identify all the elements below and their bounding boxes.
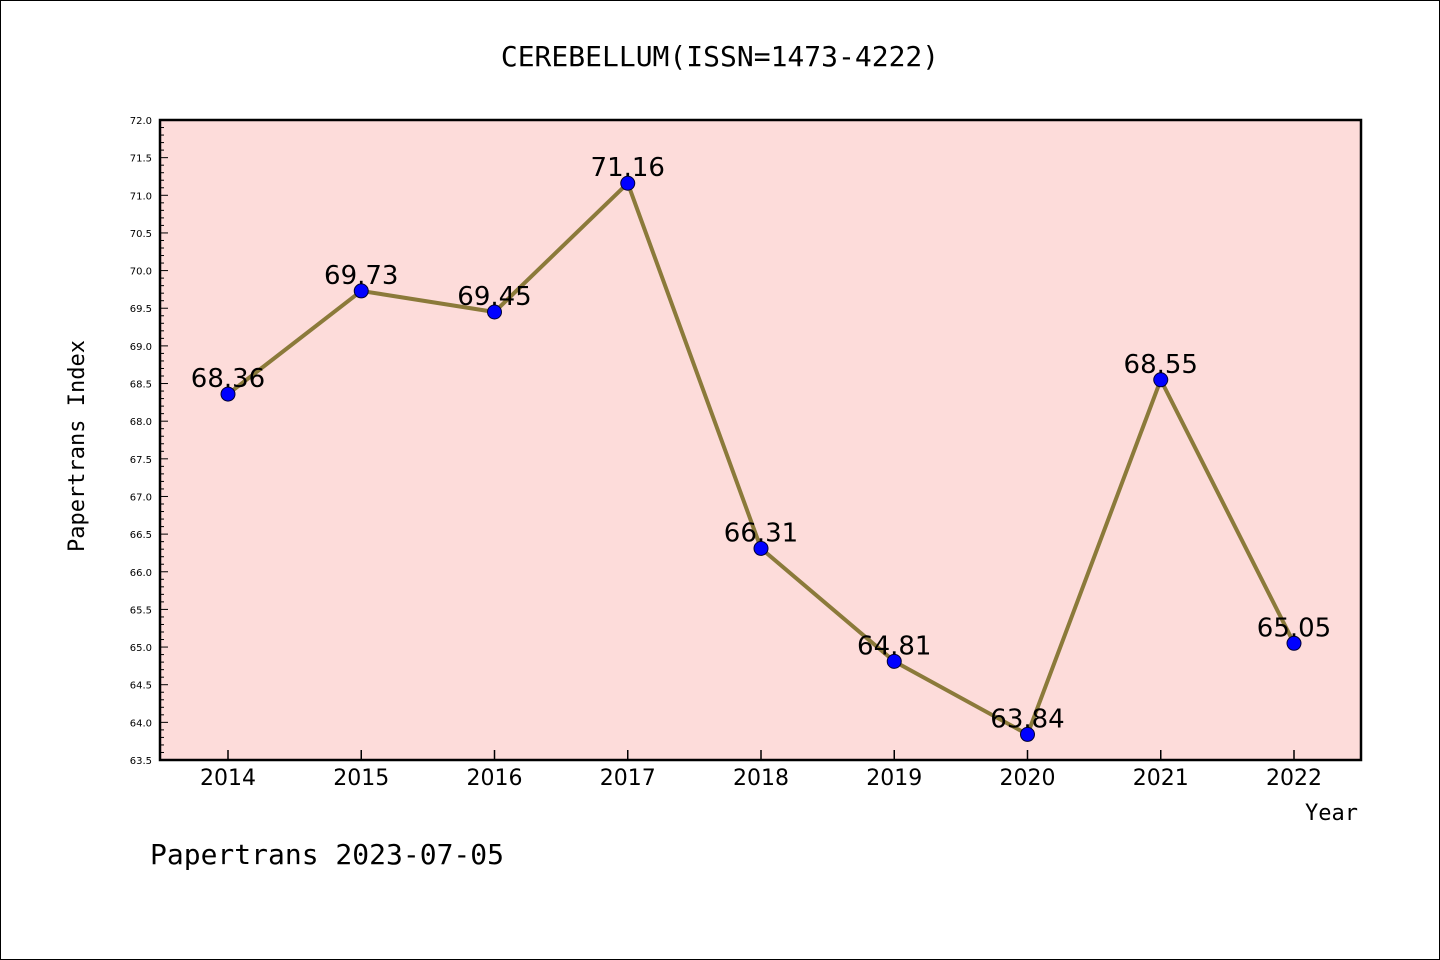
data-label: 69.45 — [457, 282, 531, 312]
data-point — [620, 175, 636, 191]
y-axis-label: Papertrans Index — [65, 340, 90, 552]
x-tick-label: 2019 — [866, 766, 922, 791]
y-tick-label: 72.0 — [130, 116, 152, 127]
y-tick-label: 64.0 — [130, 718, 152, 729]
y-tick-label: 66.0 — [130, 568, 152, 579]
y-tick-label: 68.0 — [130, 417, 152, 428]
chart-title: CEREBELLUM(ISSN=1473-4222) — [501, 40, 939, 73]
y-tick-label: 65.0 — [130, 643, 152, 654]
plot-border — [158, 118, 1363, 762]
data-point — [487, 304, 502, 320]
y-tick-label: 63.5 — [130, 756, 152, 767]
data-point — [1153, 372, 1169, 388]
data-label: 65.05 — [1257, 613, 1331, 643]
y-tick-label: 69.5 — [130, 304, 152, 315]
x-axis: 2014 2015 2016 2017 2018 2019 2020 2021 2022 — [200, 750, 1322, 791]
data-point — [220, 386, 236, 402]
data-label: 66.31 — [724, 518, 798, 548]
y-tick-label: 69.0 — [130, 342, 152, 353]
data-point — [753, 540, 769, 556]
x-tick-label: 2018 — [733, 766, 789, 791]
y-axis: 63.5 64.0 64.5 65.0 65.5 66.0 66.5 67.0 67.5 68.0… — [130, 116, 168, 767]
data-labels: 68.36 69.73 69.45 71.16 66.31 64.81 63.84 68.55… — [191, 153, 1331, 734]
y-tick-label: 70.5 — [130, 229, 152, 240]
y-tick-label: 70.0 — [130, 267, 152, 278]
data-label: 64.81 — [857, 631, 931, 661]
y-tick-label: 64.5 — [130, 681, 152, 692]
data-label: 68.55 — [1124, 350, 1198, 380]
x-axis-label: Year — [1305, 801, 1358, 826]
x-tick-label: 2020 — [1000, 766, 1056, 791]
y-tick-label: 71.0 — [130, 191, 152, 202]
y-tick-label: 67.5 — [130, 455, 152, 466]
data-label: 63.84 — [990, 704, 1064, 734]
data-markers — [220, 175, 1302, 742]
x-tick-label: 2022 — [1266, 766, 1322, 791]
data-label: 69.73 — [324, 261, 398, 291]
x-tick-label: 2017 — [600, 766, 656, 791]
data-point — [1020, 726, 1035, 742]
x-tick-label: 2016 — [467, 766, 523, 791]
data-label: 71.16 — [591, 153, 665, 183]
data-point — [1286, 635, 1302, 651]
y-tick-label: 71.5 — [130, 154, 152, 165]
x-tick-label: 2015 — [333, 766, 389, 791]
data-label: 68.36 — [191, 364, 265, 394]
x-tick-label: 2021 — [1133, 766, 1189, 791]
x-tick-label: 2014 — [200, 766, 256, 791]
y-tick-label: 66.5 — [130, 530, 152, 541]
y-tick-label: 67.0 — [130, 492, 152, 503]
y-tick-label: 68.5 — [130, 380, 152, 391]
footer-watermark: Papertrans 2023-07-05 — [150, 838, 504, 871]
data-point — [353, 283, 369, 299]
plot-area — [160, 120, 1361, 760]
data-point — [886, 653, 902, 669]
y-tick-label: 65.5 — [130, 605, 152, 616]
